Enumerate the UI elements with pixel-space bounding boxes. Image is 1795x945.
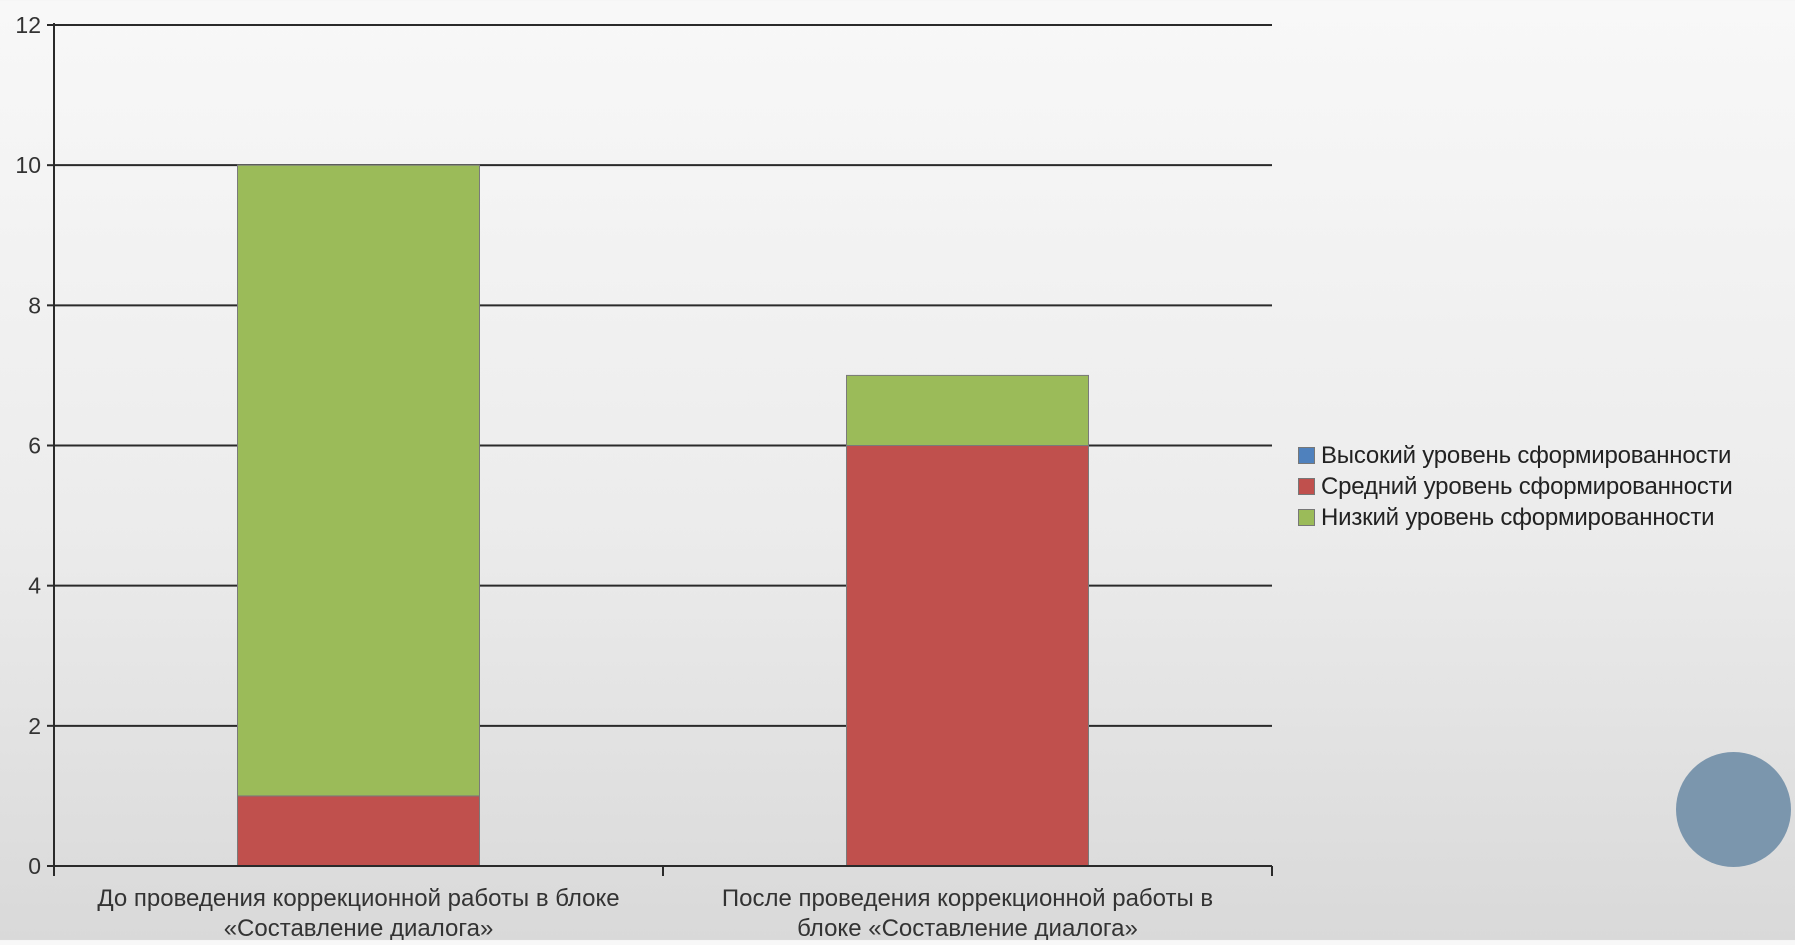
legend-label-high: Высокий уровень сформированности xyxy=(1321,442,1731,470)
x-category-label-2-line-1: После проведения коррекционной работы в xyxy=(722,885,1213,912)
x-category-label-1-line-1: До проведения коррекционной работы в бло… xyxy=(97,885,619,912)
legend-label-medium: Средний уровень сформированности xyxy=(1321,473,1733,501)
legend-item-low: Низкий уровень сформированности xyxy=(1298,502,1733,533)
legend-item-high: Высокий уровень сформированности xyxy=(1298,440,1733,471)
y-tick-label-0: 0 xyxy=(28,853,41,879)
bar-2-series-3 xyxy=(847,375,1089,445)
legend-swatch-high xyxy=(1298,447,1315,464)
decorative-circle xyxy=(1676,752,1791,867)
legend-swatch-low xyxy=(1298,509,1315,526)
bar-1-series-3 xyxy=(238,165,480,796)
y-tick-label-12: 12 xyxy=(15,12,41,38)
x-category-label-2-line-2: блоке «Составление диалога» xyxy=(797,915,1138,940)
y-tick-label-10: 10 xyxy=(15,152,41,178)
bar-1-series-2 xyxy=(238,796,480,866)
y-tick-label-8: 8 xyxy=(28,292,41,318)
legend: Высокий уровень сформированности Средний… xyxy=(1298,440,1733,533)
y-tick-label-6: 6 xyxy=(28,433,41,459)
legend-label-low: Низкий уровень сформированности xyxy=(1321,504,1714,532)
y-tick-label-2: 2 xyxy=(28,713,41,739)
bar-2-series-2 xyxy=(847,446,1089,867)
legend-item-medium: Средний уровень сформированности xyxy=(1298,471,1733,502)
y-tick-label-4: 4 xyxy=(28,573,41,599)
legend-swatch-medium xyxy=(1298,478,1315,495)
x-category-label-1-line-2: «Составление диалога» xyxy=(224,915,494,940)
